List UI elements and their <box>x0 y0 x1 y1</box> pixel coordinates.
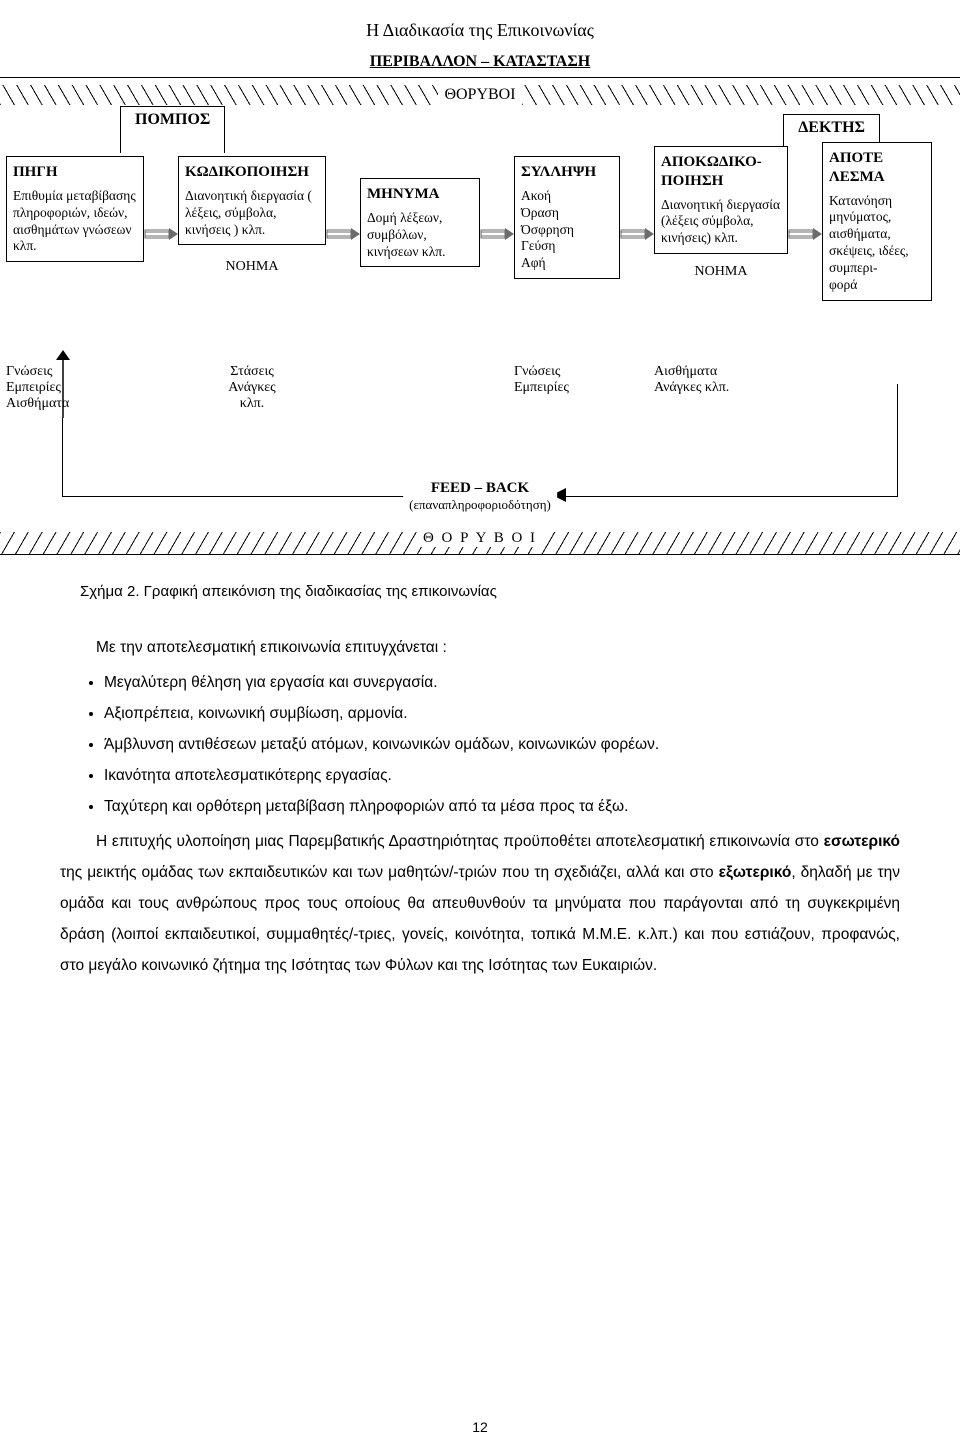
environment-title: ΠΕΡΙΒΑΛΛΟΝ – ΚΑΤΑΣΤΑΣΗ <box>0 53 960 71</box>
box-source-title: ΠΗΓΗ <box>13 163 137 182</box>
box-decoding: ΑΠΟΚΩΔΙΚΟ- ΠΟΙΗΣΗ Διανοητική διεργασία (… <box>654 146 788 254</box>
hatch-left <box>0 85 438 105</box>
bullet-item: Αξιοπρέπεια, κοινωνική συμβίωση, αρμονία… <box>104 698 900 729</box>
under-reception: Γνώσεις Εμπειρίες <box>514 364 620 412</box>
page-number: 12 <box>0 1419 960 1435</box>
arrow-2 <box>326 226 360 242</box>
box-encoding-sub: ΝΟΗΜΑ <box>226 259 279 275</box>
communication-diagram: ΘΟΡΥΒΟΙ ΠΟΜΠΟΣ ΔΕΚΤΗΣ ΠΗΓΗ Επιθυμία μετα… <box>0 78 960 555</box>
noise-hatch-bottom: Θ Ο Ρ Υ Β Ο Ι <box>0 532 960 554</box>
arrow-5 <box>788 226 822 242</box>
box-result-body: Κατανόηση μηνύματος, αισθήματα, σκέψεις,… <box>829 193 925 294</box>
noise-label-bottom: Θ Ο Ρ Υ Β Ο Ι <box>417 530 543 547</box>
para-prefix: Η επιτυχής υλοποίηση μιας Παρεμβατικής Δ… <box>96 833 824 850</box>
bullet-list: Μεγαλύτερη θέληση για εργασία και συνεργ… <box>104 667 900 822</box>
arrow-3 <box>480 226 514 242</box>
para-bold1: εσωτερικό <box>824 833 900 850</box>
feedback-arrow-up <box>56 350 70 418</box>
boxes-row: ΠΗΓΗ Επιθυμία μεταβίβασης πληροφοριών, ι… <box>0 156 960 356</box>
box-encoding-title: ΚΩΔΙΚΟΠΟΙΗΣΗ <box>185 163 319 182</box>
box-result-title: ΑΠΟΤΕ ΛΕΣΜΑ <box>829 149 925 187</box>
bullet-item: Ικανότητα αποτελεσματικότερης εργασίας. <box>104 760 900 791</box>
para-bold2: εξωτερικό <box>719 864 792 881</box>
feedback-title: FEED – BACK <box>431 480 529 496</box>
feedback-sub: (επαναπληροφοριοδότηση) <box>409 497 551 512</box>
box-source: ΠΗΓΗ Επιθυμία μεταβίβασης πληροφοριών, ι… <box>6 156 144 262</box>
box-reception-title: ΣΥΛΛΗΨΗ <box>521 163 613 182</box>
sender-box: ΠΟΜΠΟΣ <box>120 106 225 153</box>
box-message-title: ΜΗΝΥΜΑ <box>367 185 473 204</box>
box-decoding-body: Διανοητική διεργασία (λέξεις σύμβολα, κι… <box>661 197 781 248</box>
fb-v-left <box>62 418 63 496</box>
under-encoding: Στάσεις Ανάγκες κλπ. <box>178 364 326 412</box>
bullet-item: Ταχύτερη και ορθότερη μεταβίβαση πληροφο… <box>104 791 900 822</box>
box-decoding-sub: ΝΟΗΜΑ <box>695 264 748 280</box>
sender-receiver-row: ΠΟΜΠΟΣ ΔΕΚΤΗΣ <box>0 112 960 156</box>
page-title: Η Διαδικασία της Επικοινωνίας <box>0 20 960 41</box>
body-para: Η επιτυχής υλοποίηση μιας Παρεμβατικής Δ… <box>60 826 900 981</box>
body-text: Με την αποτελεσματική επικοινωνία επιτυγ… <box>60 632 900 981</box>
under-decoding: Αισθήματα Ανάγκες κλπ. <box>654 364 788 412</box>
bullet-item: Άμβλυνση αντιθέσεων μεταξύ ατόμων, κοινω… <box>104 729 900 760</box>
box-result: ΑΠΟΤΕ ΛΕΣΜΑ Κατανόηση μηνύματος, αισθήμα… <box>822 142 932 301</box>
figure-caption: Σχήμα 2. Γραφική απεικόνιση της διαδικασ… <box>80 583 900 600</box>
arrow-1 <box>144 226 178 242</box>
feedback-label: FEED – BACK (επαναπληροφοριοδότηση) <box>403 480 557 514</box>
para-mid: της μεικτής ομάδας των εκπαιδευτικών και… <box>60 864 719 881</box>
under-row: Γνώσεις Εμπειρίες Αισθήματα Στάσεις Ανάγ… <box>0 356 960 412</box>
box-reception-body: Ακοή Όραση Όσφρηση Γεύση Αφή <box>521 188 613 272</box>
box-message-body: Δομή λέξεων, συμβόλων, κινήσεων κλπ. <box>367 210 473 261</box>
fb-v-right <box>897 384 898 496</box>
noise-label-top: ΘΟΡΥΒΟΙ <box>438 86 521 104</box>
box-source-body: Επιθυμία μεταβίβασης πληροφοριών, ιδεών,… <box>13 188 137 256</box>
under-source: Γνώσεις Εμπειρίες Αισθήματα <box>6 364 144 412</box>
bullet-item: Μεγαλύτερη θέληση για εργασία και συνεργ… <box>104 667 900 698</box>
arrow-4 <box>620 226 654 242</box>
box-reception: ΣΥΛΛΗΨΗ Ακοή Όραση Όσφρηση Γεύση Αφή <box>514 156 620 279</box>
box-encoding-body: Διανοητική διεργασία ( λέξεις, σύμβολα, … <box>185 188 319 239</box>
bottom-rule <box>0 554 960 555</box>
box-message: ΜΗΝΥΜΑ Δομή λέξεων, συμβόλων, κινήσεων κ… <box>360 178 480 267</box>
feedback-area: FEED – BACK (επαναπληροφοριοδότηση) <box>0 412 960 532</box>
box-encoding: ΚΩΔΙΚΟΠΟΙΗΣΗ Διανοητική διεργασία ( λέξε… <box>178 156 326 245</box>
hatch-right <box>522 85 960 105</box>
box-decoding-title: ΑΠΟΚΩΔΙΚΟ- ΠΟΙΗΣΗ <box>661 153 781 191</box>
body-intro: Με την αποτελεσματική επικοινωνία επιτυγ… <box>60 632 900 663</box>
